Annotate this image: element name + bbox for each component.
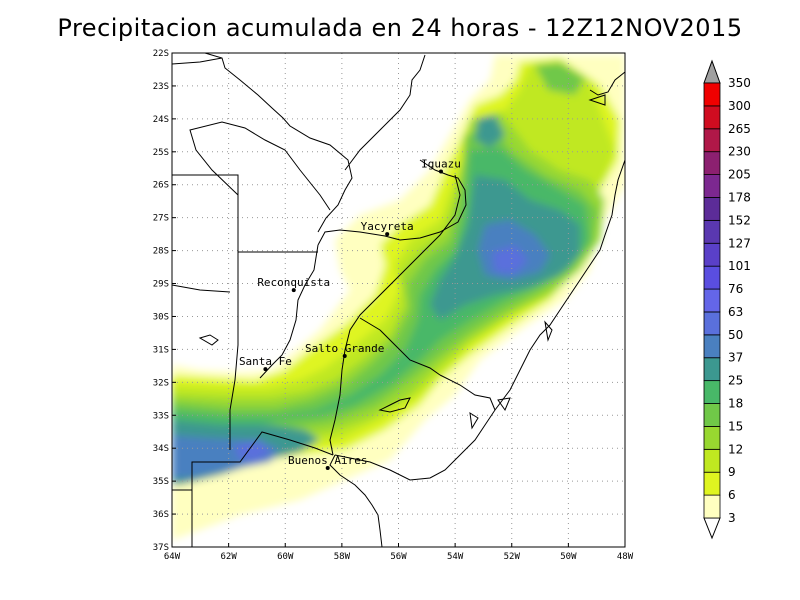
colorbar-label: 50 xyxy=(728,328,743,342)
colorbar-label: 300 xyxy=(728,99,751,113)
lon-label: 54W xyxy=(447,552,464,562)
city-label: Reconquista xyxy=(257,276,330,289)
lon-label: 48W xyxy=(617,552,634,562)
colorbar-swatch xyxy=(703,219,721,244)
colorbar-under-triangle xyxy=(703,517,721,540)
colorbar-swatch xyxy=(703,403,721,427)
colorbar-label: 230 xyxy=(728,145,751,159)
lat-label: 27S xyxy=(153,214,169,224)
colorbar-swatch xyxy=(703,242,721,267)
lon-label: 60W xyxy=(277,552,294,562)
city-dot xyxy=(325,465,330,470)
latitude-axis: 22S 23S 24S 25S 26S 27S 28S 29S 30S 31S 32S 33S 34S 3… xyxy=(153,49,176,553)
lat-label: 28S xyxy=(153,247,169,257)
city-label: Salto Grande xyxy=(305,342,384,355)
colorbar-swatch xyxy=(703,82,721,107)
colorbar-swatch xyxy=(703,334,721,359)
colorbar-over-triangle xyxy=(703,59,721,84)
colorbar-swatch xyxy=(703,288,721,313)
colorbar-label: 12 xyxy=(728,442,743,456)
lon-label: 50W xyxy=(560,552,577,562)
lat-label: 23S xyxy=(153,82,169,92)
longitude-axis: 64W 62W 60W 58W 56W 54W 52W 50W 48W xyxy=(164,543,634,562)
colorbar-swatch xyxy=(703,151,721,175)
colorbar-swatch xyxy=(703,128,721,153)
lon-label: 62W xyxy=(220,552,237,562)
colorbar-label: 25 xyxy=(728,374,743,388)
lon-label: 56W xyxy=(390,552,407,562)
colorbar-swatch xyxy=(703,311,721,336)
colorbar-label: 63 xyxy=(728,305,743,319)
city-markers: Iguazu Yacyreta Reconquista Salto Grande San… xyxy=(239,158,461,470)
colorbar-swatch xyxy=(703,357,721,382)
colorbar-swatch xyxy=(703,471,721,496)
lon-label: 58W xyxy=(334,552,351,562)
colorbar-swatch xyxy=(703,448,721,473)
city-dot xyxy=(263,367,268,372)
colorbar-label: 127 xyxy=(728,236,751,250)
colorbar-label: 6 xyxy=(728,488,736,502)
lat-label: 35S xyxy=(153,477,169,487)
lat-label: 34S xyxy=(153,444,169,454)
colorbar-swatch xyxy=(703,494,721,519)
city-label: Santa Fe xyxy=(239,355,292,368)
city-dot xyxy=(438,169,443,174)
colorbar-label: 265 xyxy=(728,122,751,136)
city-label: Iguazu xyxy=(421,158,461,171)
lat-label: 29S xyxy=(153,280,169,290)
colorbar-label: 350 xyxy=(728,76,751,90)
city-dot xyxy=(291,288,296,293)
colorbar-swatch xyxy=(703,265,721,290)
lat-label: 33S xyxy=(153,411,169,421)
colorbar-label: 178 xyxy=(728,190,751,204)
colorbar: 3 6 9 12 15 18 25 37 50 63 76 101 127 152 178 205 230 265… xyxy=(703,59,751,540)
precipitation-field xyxy=(172,55,625,540)
colorbar-label: 101 xyxy=(728,259,751,273)
colorbar-swatch xyxy=(703,426,721,450)
city-dot xyxy=(385,232,390,237)
lat-label: 30S xyxy=(153,312,169,322)
lat-label: 25S xyxy=(153,148,169,158)
lon-label: 52W xyxy=(504,552,521,562)
lon-label: 64W xyxy=(164,552,181,562)
city-label: Yacyreta xyxy=(361,220,414,233)
colorbar-label: 152 xyxy=(728,213,751,227)
lat-label: 37S xyxy=(153,543,169,553)
political-boundaries xyxy=(172,53,625,547)
colorbar-label: 3 xyxy=(728,511,736,525)
colorbar-label: 18 xyxy=(728,397,743,411)
colorbar-label: 9 xyxy=(728,465,736,479)
lat-label: 22S xyxy=(153,49,169,59)
colorbar-swatch xyxy=(703,197,721,221)
colorbar-swatch xyxy=(703,174,721,198)
lat-label: 26S xyxy=(153,181,169,191)
lat-label: 24S xyxy=(153,115,169,125)
city-label: Buenos Aires xyxy=(288,454,367,467)
lat-label: 32S xyxy=(153,378,169,388)
lat-label: 36S xyxy=(153,510,169,520)
colorbar-label: 15 xyxy=(728,419,743,433)
colorbar-label: 205 xyxy=(728,168,751,182)
colorbar-swatch xyxy=(703,380,721,404)
city-dot xyxy=(342,353,347,358)
lat-label: 31S xyxy=(153,345,169,355)
map-title: Precipitacion acumulada en 24 horas - 12… xyxy=(57,14,743,42)
colorbar-swatch xyxy=(703,105,721,130)
colorbar-label: 76 xyxy=(728,282,743,296)
colorbar-label: 37 xyxy=(728,351,743,365)
